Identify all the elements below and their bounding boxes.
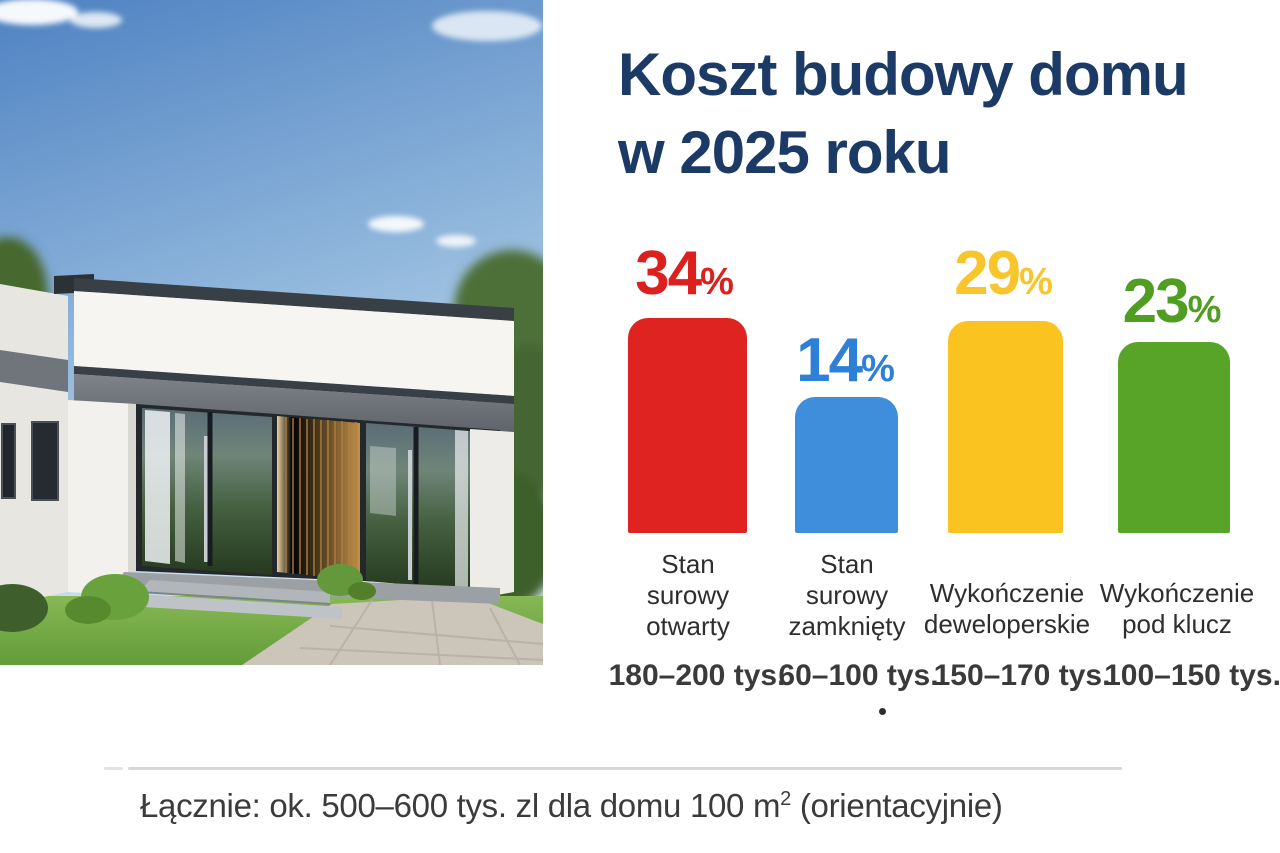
category-line: surowy (646, 580, 730, 610)
wood-panel (277, 416, 360, 580)
walkway (242, 596, 543, 665)
category-line: Wykończenie (929, 578, 1085, 608)
bar-stan-surowy-zamkniety (795, 397, 898, 533)
category-label-1: Stan surowy otwarty (598, 549, 778, 642)
category-line: Stan (820, 549, 874, 579)
category-label-4: Wykończenie pod klucz (1087, 578, 1267, 640)
category-line: deweloperskie (923, 609, 1091, 639)
porch-slab (114, 572, 500, 604)
percent-sign: % (1019, 261, 1053, 303)
wood-slats (285, 417, 357, 579)
category-line: pod klucz (1122, 609, 1232, 639)
category-line: zamknięty (788, 611, 906, 641)
category-line: Wykończenie (1099, 578, 1255, 608)
divider-line (128, 767, 1122, 770)
summary-superscript: 2 (780, 788, 791, 810)
step-2 (126, 594, 342, 619)
page-title: Koszt budowy domu w 2025 roku (618, 36, 1258, 192)
cost-label-3: 150–170 tys. (933, 659, 1111, 692)
summary-after-sup: (orientacyjnie) (790, 787, 1003, 824)
clouds (0, 0, 542, 247)
gray-beam (74, 374, 514, 432)
pillar-left (68, 400, 136, 596)
cost-label-1: 180–200 tys. (608, 659, 786, 692)
parapet (74, 291, 514, 396)
side-window-1 (1, 423, 16, 499)
category-line: Stan (661, 549, 715, 579)
category-line: otwarty (646, 611, 730, 641)
category-label-3: Wykończenie deweloperskie (917, 578, 1097, 640)
summary-before-sup: Łącznie: ok. 500–600 tys. zl dla domu 10… (140, 787, 781, 824)
percent-sign: % (700, 261, 734, 303)
bar-value-3: 29 (954, 239, 1021, 308)
bar-stan-surowy-otwarty (628, 318, 747, 533)
bar-wykonczenie-pod-klucz (1118, 342, 1230, 533)
roof-cap (74, 278, 514, 321)
bar-value-4: 23 (1122, 267, 1190, 336)
glass-reflection-house (370, 446, 396, 516)
title-line-2: w 2025 roku (618, 119, 952, 186)
bar-value-label-4: 23% (1114, 266, 1230, 337)
pillar-right (470, 429, 514, 600)
side-band (0, 350, 68, 392)
bar-value-label-3: 29% (944, 238, 1063, 309)
bar-value-1: 34 (635, 239, 702, 308)
bar-wykonczenie-deweloperskie (948, 321, 1063, 533)
category-line: surowy (805, 580, 889, 610)
percent-sign: % (861, 348, 895, 390)
curtain-fold (175, 413, 185, 563)
category-label-2: Stan surowy zamknięty (757, 549, 937, 642)
title-line-1: Koszt budowy domu (618, 41, 1189, 108)
house-illustration (0, 0, 543, 665)
cost-label-2: 60–100 tys. (778, 659, 939, 692)
bar-value-label-1: 34% (622, 238, 747, 309)
summary-text: Łącznie: ok. 500–600 tys. zl dla domu 10… (140, 787, 1003, 825)
percent-sign: % (1187, 289, 1222, 331)
bar-value-label-2: 14% (793, 325, 898, 396)
cost-label-4: 100–150 tys. (1104, 659, 1280, 692)
parapet-reveal (74, 366, 514, 404)
step-1 (140, 580, 330, 603)
side-window-2 (31, 421, 59, 501)
stray-dot (879, 708, 886, 715)
house-photo (0, 0, 543, 665)
curtain (145, 410, 170, 564)
divider-segment (104, 767, 123, 770)
step-shadow (139, 591, 331, 605)
bushes (0, 564, 376, 632)
house (0, 274, 514, 619)
curtain-right (455, 430, 468, 588)
pillar-left-shade (128, 404, 136, 596)
bar-value-2: 14 (796, 326, 863, 395)
